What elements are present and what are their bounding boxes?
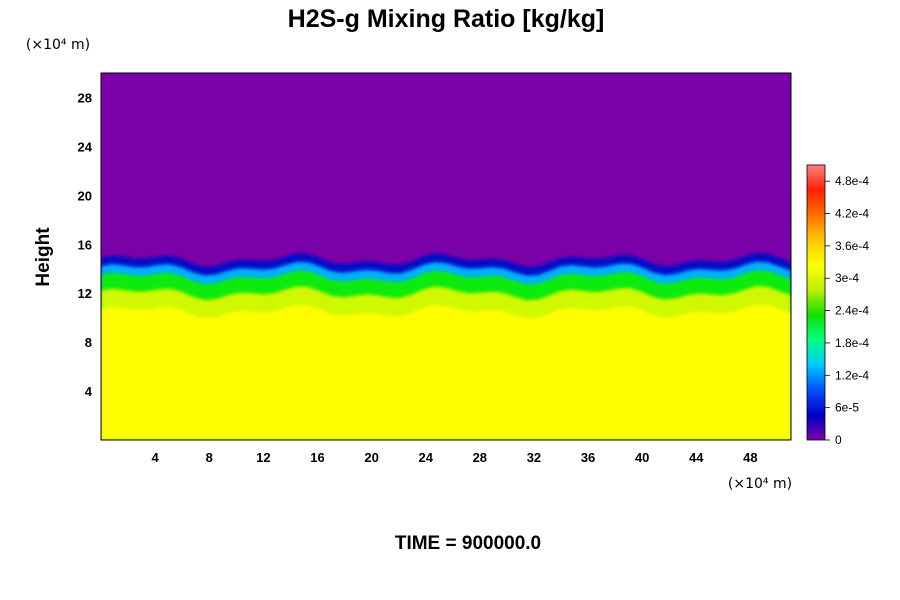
y-tick-label: 24 xyxy=(78,139,93,154)
colorbar-tick-label: 0 xyxy=(835,433,842,447)
y-tick-label: 28 xyxy=(78,90,92,105)
colorbar-tick-label: 1.8e-4 xyxy=(835,336,869,350)
x-tick-labels: 4 8 12 16 20 24 28 32 36 40 44 48 xyxy=(152,450,758,465)
x-tick-label: 24 xyxy=(418,450,433,465)
time-label: TIME = 900000.0 xyxy=(395,533,541,554)
colorbar-tick-label: 4.8e-4 xyxy=(835,174,869,188)
field-layer xyxy=(101,304,791,440)
x-tick-label: 12 xyxy=(256,450,270,465)
colorbar-tick-label: 1.2e-4 xyxy=(835,368,869,382)
y-tick-label: 12 xyxy=(78,286,92,301)
colorbar-tick-label: 3e-4 xyxy=(835,271,859,285)
x-tick-label: 20 xyxy=(364,450,378,465)
plot-frame xyxy=(100,72,792,441)
x-tick-label: 4 xyxy=(152,450,160,465)
x-tick-label: 40 xyxy=(635,450,649,465)
y-axis-unit: (×10⁴ m) xyxy=(26,37,90,53)
y-tick-label: 16 xyxy=(78,237,92,252)
y-tick-labels: 4 8 12 16 20 24 28 xyxy=(78,90,93,399)
colorbar xyxy=(806,164,826,441)
colorbar-tick-label: 3.6e-4 xyxy=(835,239,869,253)
y-tick-label: 4 xyxy=(85,384,93,399)
x-tick-label: 48 xyxy=(743,450,757,465)
x-tick-label: 36 xyxy=(581,450,595,465)
heatmap-field xyxy=(101,73,791,440)
x-tick-label: 32 xyxy=(527,450,541,465)
y-tick-label: 8 xyxy=(85,335,92,350)
colorbar-tick-labels: 0 6e-5 1.2e-4 1.8e-4 2.4e-4 3e-4 3.6e-4 4.2e-4 4… xyxy=(825,174,869,447)
y-tick-label: 20 xyxy=(78,188,92,203)
colorbar-tick-label: 6e-5 xyxy=(835,401,859,415)
chart-title: H2S-g Mixing Ratio [kg/kg] xyxy=(288,5,605,33)
x-tick-label: 16 xyxy=(310,450,324,465)
y-axis-label: Height xyxy=(33,227,54,287)
x-tick-label: 8 xyxy=(206,450,213,465)
x-axis-unit: (×10⁴ m) xyxy=(728,476,792,492)
colorbar-tick-label: 2.4e-4 xyxy=(835,304,869,318)
x-tick-label: 28 xyxy=(473,450,487,465)
colorbar-tick-label: 4.2e-4 xyxy=(835,207,869,221)
x-tick-label: 44 xyxy=(689,450,704,465)
